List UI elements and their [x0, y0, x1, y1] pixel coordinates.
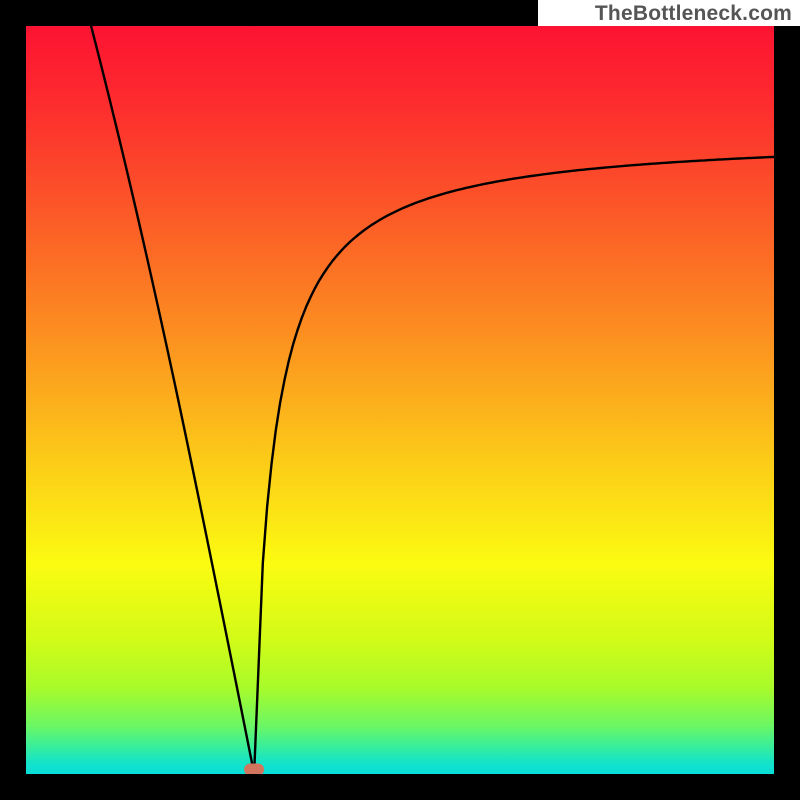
watermark-label: TheBottleneck.com — [595, 2, 792, 26]
plot-area — [26, 26, 774, 776]
minimum-marker — [244, 764, 264, 776]
bottleneck-chart — [0, 0, 800, 800]
chart-container: { "watermark": { "text": "TheBottleneck.… — [0, 0, 800, 800]
watermark-text: TheBottleneck.com — [595, 2, 792, 25]
gradient-background — [26, 26, 774, 774]
